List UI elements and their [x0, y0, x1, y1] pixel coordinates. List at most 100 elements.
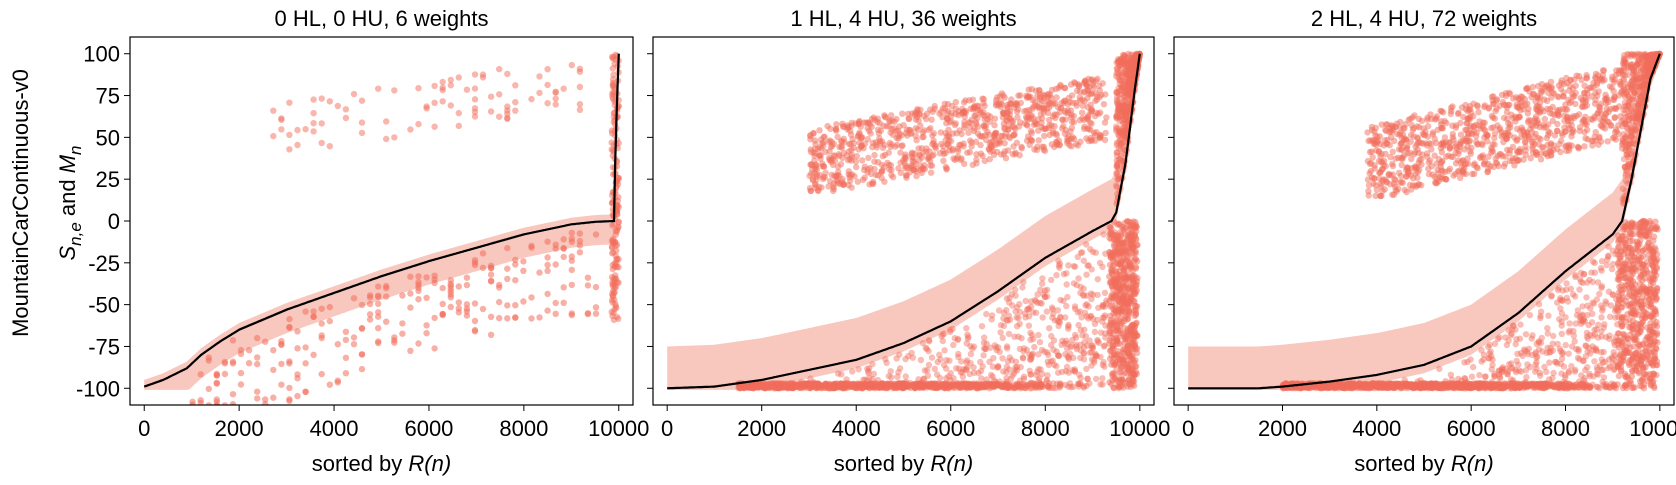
scatter-point: [1044, 349, 1051, 356]
scatter-point: [885, 383, 893, 390]
scatter-point: [913, 137, 920, 144]
scatter-point: [1023, 107, 1030, 114]
scatter-point: [885, 372, 892, 380]
scatter-point: [938, 382, 945, 389]
scatter-point: [375, 324, 382, 332]
scatter-point: [915, 381, 923, 389]
scatter-point: [742, 383, 750, 390]
scatter-point: [520, 258, 527, 265]
scatter-point: [911, 384, 919, 391]
scatter-point: [391, 87, 398, 94]
scatter-point: [884, 382, 891, 389]
scatter-point: [788, 381, 795, 389]
scatter-point: [885, 383, 892, 391]
scatter-point: [773, 380, 780, 387]
scatter-point: [974, 385, 981, 392]
scatter-point: [859, 381, 867, 388]
scatter-point: [989, 373, 996, 380]
scatter-point: [1049, 314, 1056, 321]
scatter-point: [835, 384, 843, 391]
scatter-point: [872, 171, 879, 179]
scatter-point: [867, 382, 874, 390]
scatter-point: [812, 380, 819, 387]
scatter-point: [745, 382, 752, 389]
scatter-point: [915, 382, 922, 389]
scatter-point: [973, 160, 980, 167]
scatter-point: [979, 133, 986, 140]
x-tick-label: 6000: [404, 416, 453, 441]
scatter-point: [1107, 224, 1114, 231]
scatter-point: [784, 385, 792, 392]
scatter-point: [901, 384, 908, 391]
scatter-point: [1083, 313, 1090, 320]
scatter-point: [832, 382, 839, 390]
scatter-point: [812, 384, 819, 391]
scatter-point: [875, 384, 883, 391]
scatter-point: [878, 169, 885, 176]
scatter-point: [1083, 271, 1090, 278]
scatter-point: [471, 85, 479, 92]
scatter-point: [375, 338, 382, 345]
scatter-point: [963, 366, 970, 373]
scatter-point: [770, 383, 777, 391]
scatter-point: [890, 383, 897, 391]
scatter-point: [1037, 366, 1044, 373]
scatter-point: [928, 380, 935, 388]
scatter-point: [938, 333, 945, 340]
scatter-point: [945, 373, 952, 380]
scatter-point: [528, 294, 535, 301]
scatter-point: [986, 382, 994, 389]
scatter-point: [950, 375, 957, 382]
scatter-point: [958, 130, 965, 138]
scatter-point: [744, 383, 751, 391]
x-tick-label: 4000: [832, 416, 881, 441]
scatter-point: [1074, 309, 1082, 316]
scatter-point: [375, 309, 382, 316]
scatter-point: [1013, 363, 1021, 371]
scatter-point: [895, 369, 902, 376]
scatter-point: [318, 305, 325, 312]
scatter-point: [536, 314, 543, 321]
scatter-point: [785, 383, 793, 390]
scatter-point: [1041, 293, 1049, 300]
scatter-point: [931, 384, 939, 391]
scatter-point: [1050, 310, 1057, 317]
scatter-point: [806, 172, 813, 179]
scatter-point: [1073, 343, 1080, 350]
scatter-point: [221, 402, 229, 405]
scatter-point: [740, 384, 747, 392]
scatter-point: [912, 116, 919, 123]
scatter-point: [980, 382, 987, 390]
scatter-point: [816, 152, 824, 159]
scatter-point: [993, 381, 1001, 388]
scatter-point: [278, 115, 285, 122]
scatter-point: [1124, 342, 1132, 349]
scatter-point: [1080, 384, 1088, 391]
scatter-point: [927, 169, 935, 176]
scatter-point: [884, 383, 891, 391]
scatter-point: [924, 383, 931, 390]
scatter-point: [775, 380, 783, 387]
scatter-point: [993, 381, 1000, 388]
scatter-point: [399, 292, 406, 299]
scatter-point: [841, 385, 848, 392]
scatter-point: [955, 111, 962, 119]
scatter-point: [1071, 367, 1079, 375]
scatter-point: [391, 337, 398, 344]
scatter-point: [955, 147, 962, 155]
scatter-point: [471, 317, 479, 325]
confidence-band: [667, 52, 1140, 390]
scatter-point: [809, 383, 816, 390]
scatter-point: [1012, 151, 1019, 158]
scatter-point: [1053, 94, 1060, 101]
scatter-point: [945, 385, 952, 392]
scatter-point: [1031, 343, 1038, 351]
scatter-point: [754, 380, 761, 388]
scatter-point: [1130, 218, 1137, 225]
scatter-point: [431, 99, 438, 107]
scatter-point: [1436, 365, 1443, 373]
scatter-point: [1517, 321, 1524, 328]
scatter-point: [990, 355, 997, 362]
scatter-point: [1005, 330, 1013, 338]
scatter-point: [843, 380, 850, 388]
